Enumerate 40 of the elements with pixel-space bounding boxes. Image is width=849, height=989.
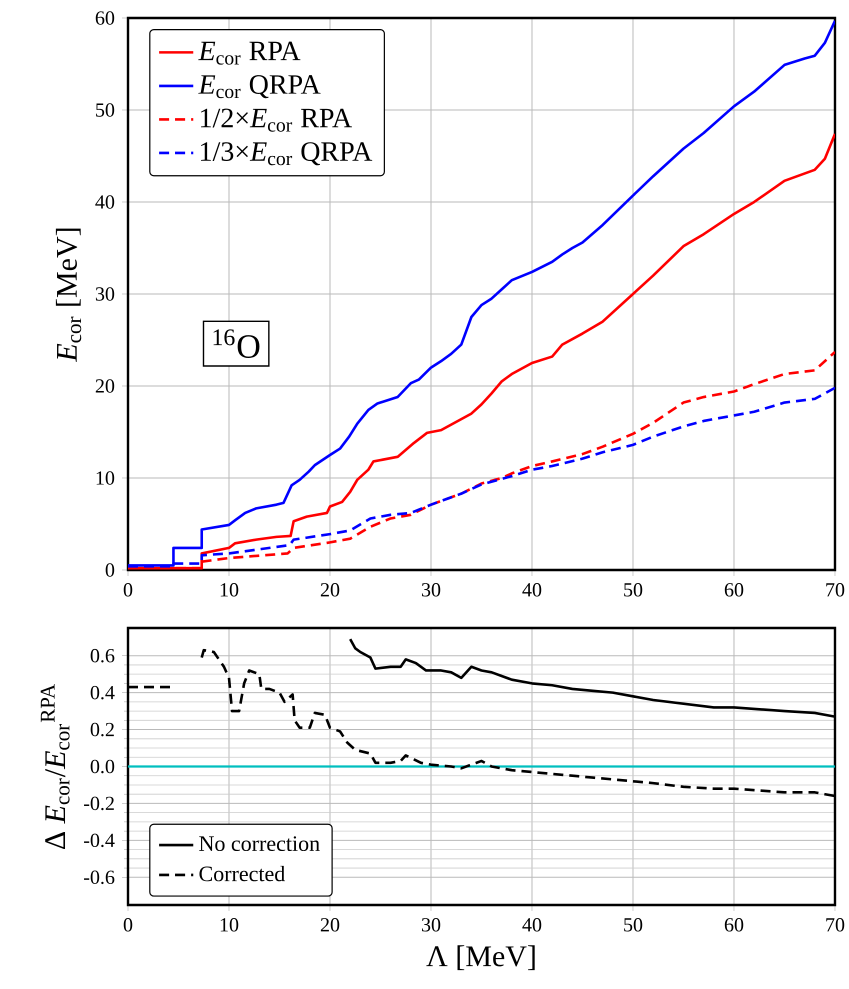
x-tick-label: 0: [124, 583, 132, 597]
x-tick-label: 50: [624, 918, 642, 932]
y-tick-label: 0.0: [90, 760, 114, 774]
x-axis-title: Λ [MeV]: [426, 945, 535, 970]
x-tick-label: 10: [220, 918, 238, 932]
x-tick-label: 60: [724, 918, 744, 932]
x-tick-label: 20: [320, 918, 340, 932]
y-tick-label: -0.4: [84, 834, 115, 848]
x-tick-label: 40: [522, 583, 542, 597]
y-tick-label: 60: [96, 11, 114, 25]
legend-label: 1/2×E$_{cor}$ RPA: [200, 108, 352, 132]
x-tick-label: 40: [522, 918, 542, 932]
y-tick-label: 20: [96, 379, 114, 393]
y-tick-label: 0: [106, 563, 114, 577]
legend-label: E$_{cor}$ RPA: [198, 42, 300, 65]
legend-label: Corrected: [199, 866, 286, 882]
y-tick-label: -0.2: [84, 796, 114, 810]
y-tick-label: 10: [96, 471, 114, 485]
legend-label: 1/3×E$_{cor}$ QRPA: [200, 142, 372, 166]
y-axis-title: Δ E$_{cor}$/E$_{cor}$RPA: [40, 684, 70, 850]
y-tick-label: 0.2: [90, 722, 114, 736]
y-tick-label: 50: [96, 103, 114, 117]
x-tick-label: 50: [624, 583, 642, 597]
x-tick-label: 60: [724, 583, 744, 597]
y-tick-label: 30: [96, 287, 114, 301]
annotation: $^{16}$O: [214, 329, 260, 358]
y-tick-label: -0.6: [84, 870, 114, 884]
x-tick-label: 30: [422, 583, 440, 597]
x-tick-label: 10: [220, 583, 238, 597]
y-tick-label: 0.4: [90, 686, 115, 700]
x-tick-label: 70: [826, 583, 844, 597]
y-tick-label: 40: [95, 195, 114, 209]
x-tick-label: 0: [124, 918, 132, 932]
y-tick-label: 0.6: [90, 648, 114, 662]
y-axis-title: E$_{cor}$ [MeV]: [56, 228, 82, 362]
x-tick-label: 20: [320, 583, 340, 597]
legend-label: E$_{cor}$ QRPA: [198, 75, 321, 98]
x-tick-label: 70: [826, 918, 844, 932]
legend-label: No correction: [199, 836, 320, 852]
x-tick-label: 30: [422, 918, 440, 932]
